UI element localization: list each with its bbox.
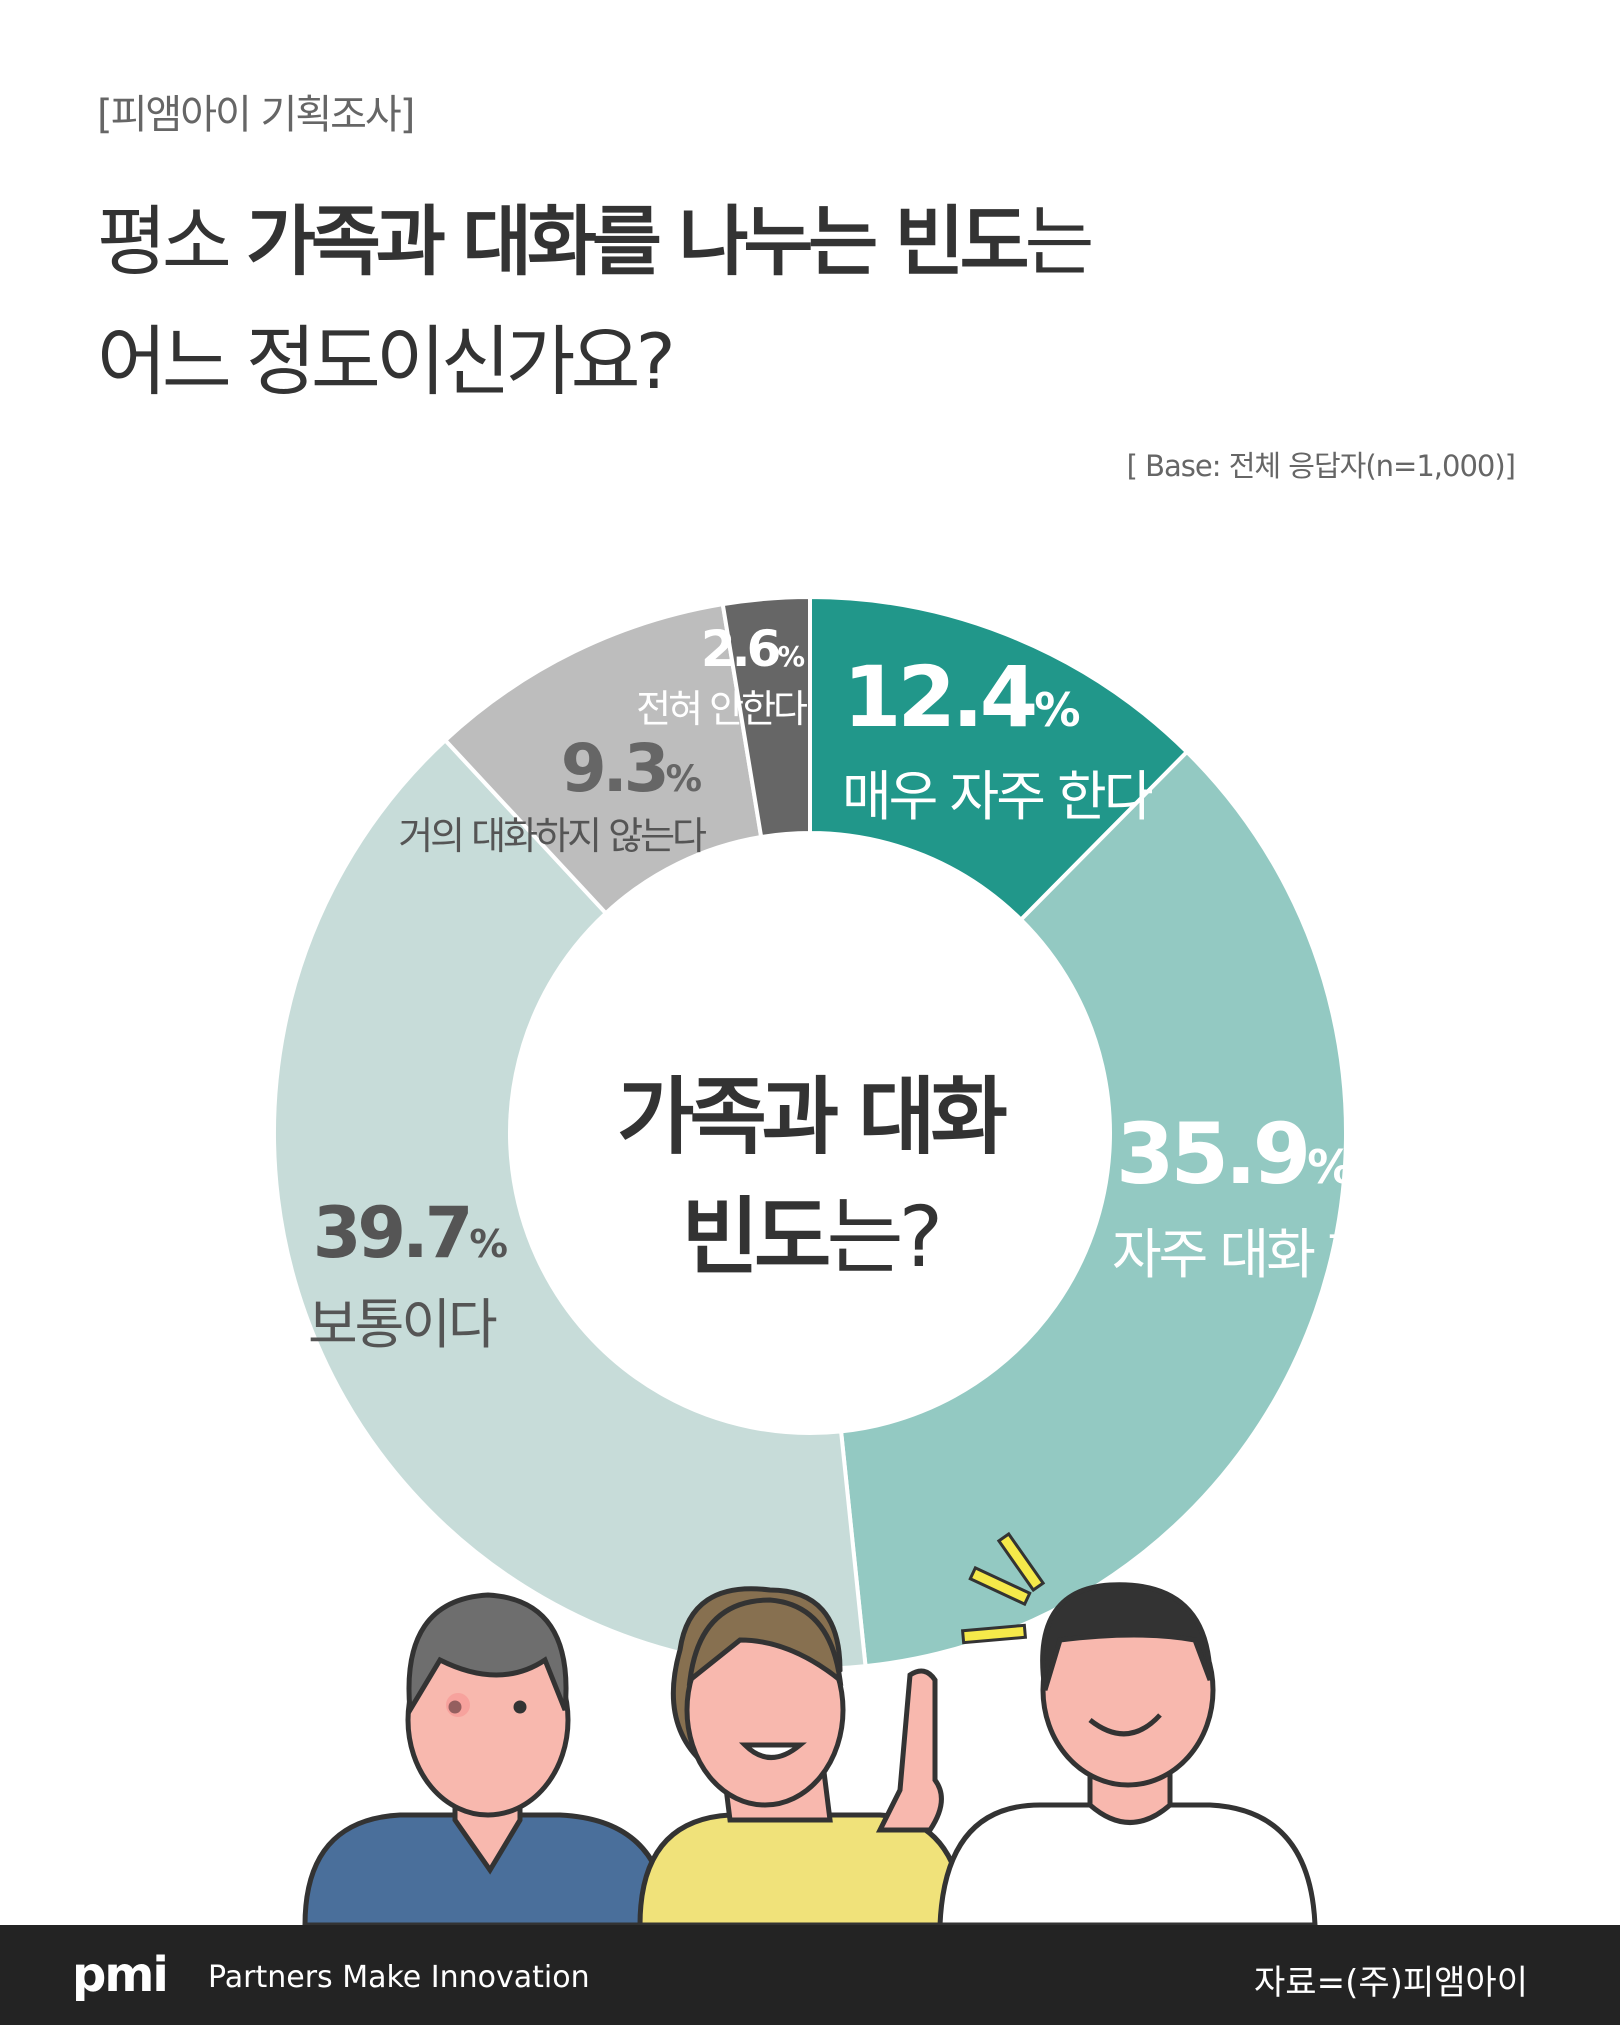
survey-tag: [피앰아이 기획조사]: [97, 92, 415, 138]
label-value-never: 2.6%: [700, 620, 805, 678]
label-often: 자주 대화 한다: [1112, 1223, 1423, 1286]
label-very-often: 매우 자주 한다: [842, 765, 1153, 828]
label-value-very-often: 12.4%: [843, 648, 1081, 746]
center-text-line-1: 가족과 대화: [617, 1068, 1008, 1166]
people-illustration: [302, 1531, 1318, 1925]
title-line-2: 어느 정도이신가요?: [97, 317, 676, 406]
label-normal: 보통이다: [308, 1293, 498, 1356]
donut-slice-2: [271, 737, 868, 1672]
title-bold: 가족과 대화를 나누는 빈도: [246, 197, 1029, 286]
footer: pmi Partners Make Innovation 자료=(주)피앰아이: [0, 1925, 1620, 2025]
donut-chart: [271, 594, 1347, 1925]
donut-slice-0: [808, 594, 1190, 923]
label-value-often: 35.9%: [1116, 1105, 1354, 1203]
label-never: 전혀 안한다: [636, 687, 808, 731]
center-end: 는?: [826, 1188, 943, 1286]
slogan: Partners Make Innovation: [208, 1960, 590, 1995]
center-bold: 빈도: [681, 1188, 832, 1286]
donut-slice-4: [720, 594, 812, 840]
grandfather-figure: [302, 1592, 671, 1925]
title-end: 는: [1024, 197, 1095, 286]
label-rarely: 거의 대화하지 않는다: [398, 814, 707, 858]
title-line-1: 평소 가족과 대화를 나누는 빈도는: [97, 180, 1095, 290]
young-man-figure: [937, 1582, 1318, 1925]
title-regular: 평소: [97, 197, 246, 286]
label-value-normal: 39.7%: [312, 1192, 508, 1274]
base-note: [ Base: 전체 응답자(n=1,000)]: [1126, 449, 1516, 483]
source-note: 자료=(주)피앰아이: [1254, 1963, 1528, 2003]
pmi-logo: pmi: [72, 1947, 169, 2003]
sparkle-lines: [960, 1531, 1046, 1645]
woman-figure: [637, 1586, 968, 1925]
center-text-line-2: 빈도는?: [560, 1170, 1060, 1291]
label-value-rarely: 9.3%: [560, 730, 702, 807]
